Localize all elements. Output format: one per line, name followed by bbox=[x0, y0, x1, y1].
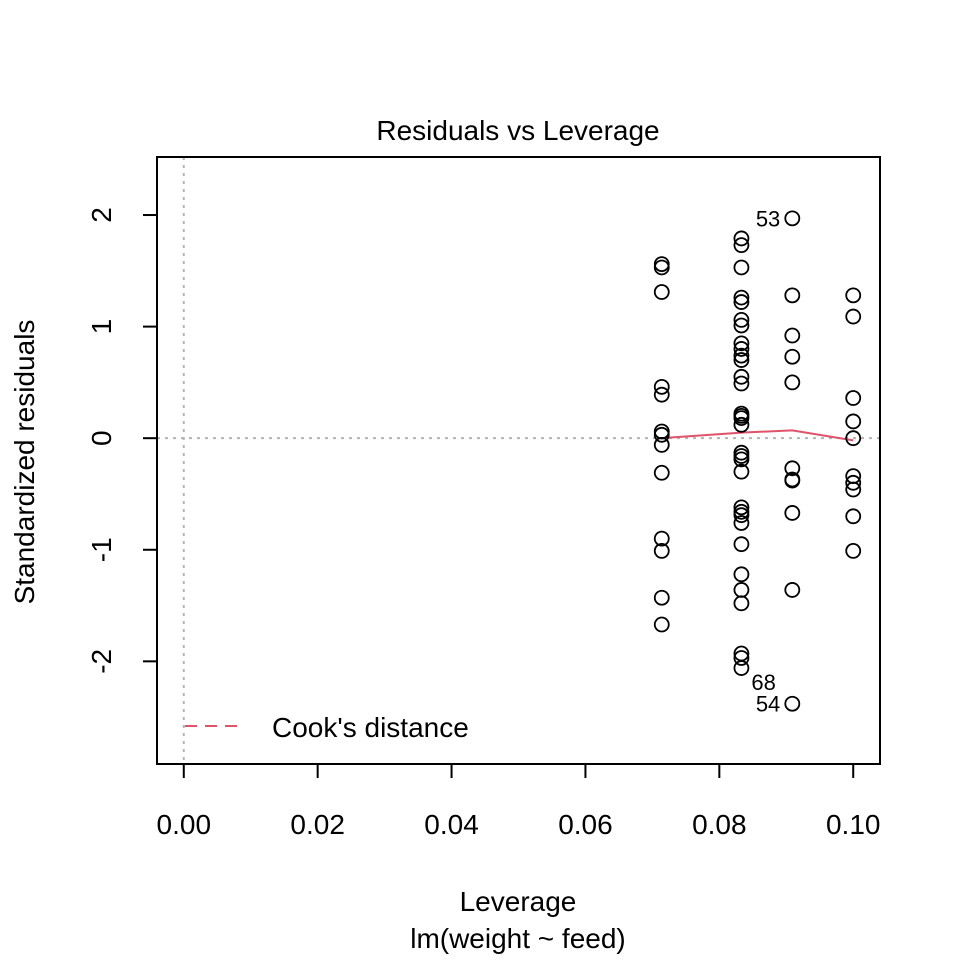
data-point bbox=[653, 589, 670, 606]
y-tick-label: 0 bbox=[86, 430, 117, 446]
data-point bbox=[653, 530, 670, 547]
data-point bbox=[733, 507, 750, 524]
data-point bbox=[845, 287, 862, 304]
data-point bbox=[733, 352, 750, 368]
data-point bbox=[653, 616, 670, 633]
y-tick-label: 2 bbox=[86, 207, 117, 223]
data-point bbox=[733, 595, 750, 612]
data-point bbox=[653, 386, 670, 403]
data-point bbox=[733, 410, 750, 426]
data-point bbox=[733, 499, 750, 516]
data-point bbox=[653, 423, 670, 440]
data-point bbox=[733, 237, 750, 254]
x-tick-label: 0.06 bbox=[558, 809, 613, 840]
data-point bbox=[733, 536, 750, 553]
data-point bbox=[733, 566, 750, 583]
data-point bbox=[653, 542, 670, 559]
data-point bbox=[733, 515, 750, 531]
x-tick-label: 0.00 bbox=[157, 809, 212, 840]
chart-title: Residuals vs Leverage bbox=[376, 115, 659, 146]
data-point bbox=[784, 348, 801, 365]
data-point bbox=[653, 259, 670, 276]
legend: Cook's distance bbox=[185, 712, 469, 743]
point-label: 68 bbox=[751, 670, 775, 695]
y-tick-label: 1 bbox=[86, 319, 117, 335]
data-point bbox=[784, 472, 801, 489]
data-point bbox=[653, 284, 670, 300]
cooks-distance-line bbox=[661, 429, 854, 442]
data-point bbox=[845, 390, 862, 406]
data-point bbox=[845, 413, 862, 430]
data-point bbox=[733, 660, 750, 676]
data-point bbox=[784, 460, 801, 477]
x-tick-label: 0.04 bbox=[424, 809, 479, 840]
data-point bbox=[784, 505, 801, 521]
model-caption: lm(weight ~ feed) bbox=[410, 923, 626, 954]
data-point bbox=[733, 416, 750, 433]
data-point bbox=[653, 426, 670, 443]
y-tick-label: -1 bbox=[86, 537, 117, 562]
x-axis: 0.00 0.02 0.04 0.06 0.08 0.10 bbox=[157, 763, 881, 840]
legend-label: Cook's distance bbox=[272, 712, 469, 743]
data-point bbox=[733, 289, 750, 306]
x-tick-label: 0.02 bbox=[290, 809, 345, 840]
y-axis: -2 -1 0 1 2 bbox=[86, 207, 158, 674]
x-axis-label: Leverage bbox=[460, 886, 577, 917]
data-point bbox=[733, 317, 750, 334]
data-point bbox=[733, 341, 750, 357]
cooks-line bbox=[661, 429, 854, 442]
data-point bbox=[845, 308, 862, 325]
data-point bbox=[733, 451, 750, 468]
data-point bbox=[784, 374, 801, 391]
data-point bbox=[733, 259, 750, 276]
data-point bbox=[784, 695, 801, 712]
data-point bbox=[784, 327, 801, 344]
data-point bbox=[733, 294, 750, 310]
data-point bbox=[733, 448, 750, 464]
x-tick-label: 0.08 bbox=[692, 809, 747, 840]
data-point bbox=[845, 508, 862, 525]
reference-lines bbox=[157, 157, 880, 764]
y-axis-label: Standardized residuals bbox=[9, 320, 40, 605]
data-point bbox=[733, 375, 750, 392]
data-point bbox=[653, 464, 670, 481]
data-point bbox=[733, 347, 750, 364]
data-point bbox=[784, 210, 801, 227]
data-points bbox=[653, 210, 862, 712]
data-point bbox=[845, 542, 862, 559]
data-point bbox=[784, 582, 801, 598]
x-tick-label: 0.10 bbox=[826, 809, 881, 840]
data-point bbox=[845, 481, 862, 498]
y-tick-label: -2 bbox=[86, 649, 117, 674]
data-point bbox=[653, 436, 670, 453]
data-point bbox=[733, 650, 750, 666]
data-point bbox=[733, 582, 750, 598]
data-point bbox=[845, 430, 862, 447]
data-point bbox=[733, 463, 750, 480]
point-label: 54 bbox=[756, 692, 780, 717]
data-point bbox=[653, 256, 670, 273]
data-point bbox=[845, 474, 862, 491]
point-label: 53 bbox=[756, 206, 780, 231]
data-point bbox=[733, 312, 750, 328]
data-point bbox=[784, 287, 801, 304]
data-point bbox=[733, 368, 750, 385]
data-point bbox=[733, 230, 750, 247]
data-point bbox=[733, 335, 750, 352]
data-point bbox=[653, 378, 670, 395]
